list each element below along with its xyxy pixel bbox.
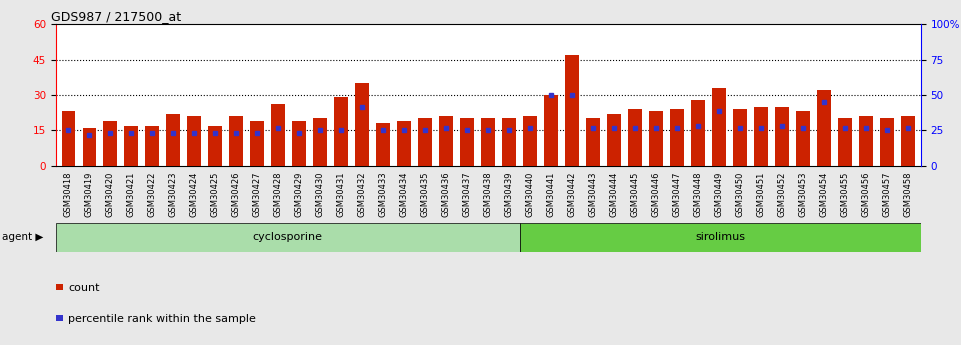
- Bar: [524, 116, 537, 166]
- Bar: [838, 118, 851, 166]
- Bar: [650, 111, 663, 166]
- Bar: [166, 114, 180, 166]
- Bar: [125, 126, 138, 166]
- Bar: [503, 118, 516, 166]
- Bar: [439, 116, 453, 166]
- Bar: [62, 111, 75, 166]
- FancyBboxPatch shape: [520, 223, 921, 252]
- Bar: [104, 121, 117, 166]
- Bar: [83, 128, 96, 166]
- Bar: [544, 95, 558, 166]
- Bar: [776, 107, 789, 166]
- Bar: [187, 116, 201, 166]
- Bar: [481, 118, 495, 166]
- Bar: [313, 118, 327, 166]
- Text: percentile rank within the sample: percentile rank within the sample: [68, 314, 256, 324]
- Bar: [880, 118, 894, 166]
- Bar: [145, 126, 160, 166]
- Bar: [671, 109, 684, 166]
- Bar: [797, 111, 810, 166]
- Text: count: count: [68, 283, 100, 293]
- Bar: [460, 118, 474, 166]
- Bar: [733, 109, 747, 166]
- Text: agent ▶: agent ▶: [2, 232, 43, 242]
- Bar: [334, 97, 348, 166]
- Bar: [901, 116, 915, 166]
- Text: GDS987 / 217500_at: GDS987 / 217500_at: [51, 10, 181, 23]
- Bar: [712, 88, 726, 166]
- Bar: [754, 107, 768, 166]
- Bar: [292, 121, 306, 166]
- Bar: [859, 116, 873, 166]
- Bar: [691, 100, 705, 166]
- Text: cyclosporine: cyclosporine: [253, 232, 323, 242]
- Bar: [209, 126, 222, 166]
- Bar: [565, 55, 579, 166]
- Bar: [230, 116, 243, 166]
- Text: sirolimus: sirolimus: [695, 232, 745, 242]
- Bar: [398, 121, 411, 166]
- Bar: [586, 118, 600, 166]
- Bar: [607, 114, 621, 166]
- FancyBboxPatch shape: [56, 223, 520, 252]
- Bar: [251, 121, 264, 166]
- Bar: [377, 123, 390, 166]
- Bar: [418, 118, 432, 166]
- Bar: [271, 104, 285, 166]
- Bar: [356, 83, 369, 166]
- Bar: [628, 109, 642, 166]
- Bar: [817, 90, 831, 166]
